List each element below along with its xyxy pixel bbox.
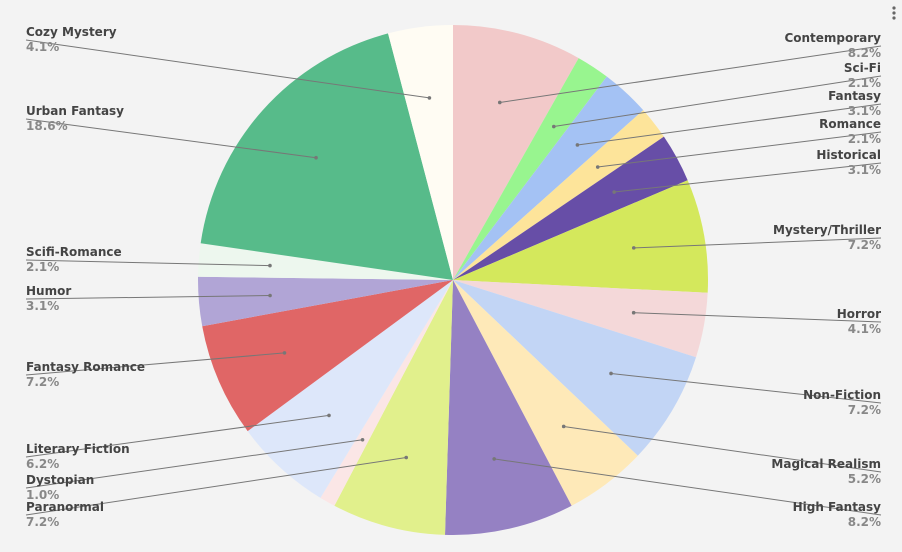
pie-slice <box>453 76 644 281</box>
slice-value: 8.2% <box>848 46 881 60</box>
leader-dot <box>561 424 566 429</box>
slice-value: 2.1% <box>26 260 59 274</box>
leader-line <box>610 372 882 404</box>
pie-slice <box>200 33 453 281</box>
leader-line <box>25 352 285 376</box>
slice-label: Magical Realism <box>771 457 881 471</box>
labels: Contemporary8.2%Sci-Fi2.1%Fantasy3.1%Rom… <box>25 25 882 529</box>
leader-dot <box>404 455 409 460</box>
slice-value: 4.1% <box>26 40 59 54</box>
slice-value: 5.2% <box>848 472 881 486</box>
leader-line <box>25 295 271 300</box>
slice-label: Urban Fantasy <box>26 104 124 118</box>
slice-label: Humor <box>26 284 71 298</box>
slice-value: 7.2% <box>26 515 59 529</box>
pie-slice <box>453 58 607 280</box>
slice-label: Fantasy <box>828 89 881 103</box>
pie-slice <box>453 280 697 456</box>
slice-value: 3.1% <box>26 299 59 313</box>
slice-label: Dystopian <box>26 473 94 487</box>
leader-dot <box>492 457 496 461</box>
pie-slice <box>453 280 638 506</box>
slice-value: 7.2% <box>848 238 881 252</box>
slice-label: Romance <box>819 117 881 131</box>
pie-slice <box>453 280 708 358</box>
leader-dot <box>631 310 636 315</box>
leader-dot <box>575 143 580 147</box>
leader-dot <box>268 263 272 268</box>
leader-dot <box>631 246 636 250</box>
slice-value: 7.2% <box>848 403 881 417</box>
slice-value: 8.2% <box>848 515 881 529</box>
leader-dot <box>314 155 318 160</box>
leader-line <box>633 237 882 249</box>
slice-value: 2.1% <box>848 132 881 146</box>
leader-line <box>25 439 363 489</box>
leader-dot <box>427 96 432 100</box>
leader-line <box>633 312 882 323</box>
leader-line <box>597 131 882 168</box>
slice-value: 6.2% <box>26 457 59 471</box>
leader-line <box>553 75 882 128</box>
leader-line <box>563 425 882 473</box>
leader-dot <box>282 351 287 355</box>
slice-value: 4.1% <box>848 322 881 336</box>
leader-line <box>614 162 882 193</box>
menu-icon[interactable] <box>892 6 896 20</box>
leader-line <box>25 457 407 516</box>
slice-label: Fantasy Romance <box>26 360 145 374</box>
slice-label: Literary Fiction <box>26 442 130 456</box>
slice-label: Scifi-Romance <box>26 245 122 259</box>
slice-label: Horror <box>837 307 881 321</box>
leader-dot <box>327 413 331 418</box>
leader-dot <box>552 124 556 129</box>
slice-value: 3.1% <box>848 104 881 118</box>
slice-value: 2.1% <box>848 76 881 90</box>
slice-value: 1.0% <box>26 488 59 502</box>
slice-label: Paranormal <box>26 500 104 514</box>
leader-line <box>25 414 330 458</box>
pie-slice <box>388 25 453 280</box>
pie-slice <box>453 110 664 280</box>
leader-dot <box>595 165 600 169</box>
leader-dot <box>609 371 613 376</box>
leader-dot <box>612 190 616 194</box>
slice-label: Cozy Mystery <box>26 25 117 39</box>
leader-dot <box>268 293 272 298</box>
leader-dot <box>497 100 502 105</box>
leader-line <box>25 39 430 99</box>
slice-value: 3.1% <box>848 163 881 177</box>
slice-label: Non-Fiction <box>803 388 881 402</box>
pie-slice <box>444 280 572 535</box>
pie-slice <box>334 280 453 535</box>
pie-slice <box>197 276 453 327</box>
pie-slice <box>202 280 453 432</box>
pie <box>197 25 708 535</box>
slice-label: Historical <box>816 148 881 162</box>
slice-value: 7.2% <box>26 375 59 389</box>
leader-line <box>25 259 270 267</box>
pie-slice <box>320 280 453 506</box>
leader-line <box>577 103 882 146</box>
slice-label: Sci-Fi <box>844 61 881 75</box>
pie-slice <box>453 180 708 293</box>
pie-slice <box>198 243 453 280</box>
pie-slice <box>453 25 579 280</box>
pie-slice <box>247 280 453 498</box>
leader-dot <box>360 437 365 442</box>
slice-label: High Fantasy <box>793 500 882 514</box>
leader-line <box>499 45 882 103</box>
pie-slice <box>453 136 688 280</box>
slice-value: 18.6% <box>26 119 68 133</box>
leader-line <box>494 458 882 516</box>
leader-line <box>25 118 317 159</box>
slice-label: Contemporary <box>784 31 881 45</box>
slice-label: Mystery/Thriller <box>773 223 881 237</box>
